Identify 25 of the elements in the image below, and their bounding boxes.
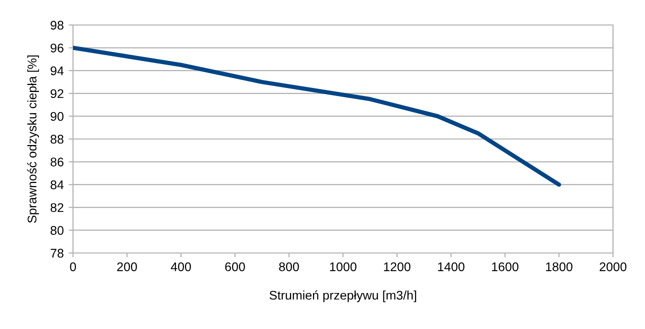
- y-tick-label: 82: [50, 203, 64, 212]
- y-tick-label: 88: [50, 134, 64, 144]
- y-tick-label: 94: [50, 66, 64, 76]
- x-tick-label: 600: [225, 262, 245, 272]
- y-tick-label: 84: [50, 180, 64, 190]
- x-tick-label: 200: [117, 262, 137, 272]
- y-tick-label: 86: [50, 158, 64, 166]
- y-tick-label: 90: [50, 112, 64, 121]
- y-axis-title: Sprawność odzysku ciepła [%]: [27, 55, 39, 223]
- y-tick-label: 92: [50, 89, 64, 98]
- x-tick-label: 2000: [600, 262, 626, 272]
- x-tick-label: 1800: [546, 262, 572, 272]
- x-tick-label: 1200: [384, 262, 410, 272]
- x-axis-title: Strumień przepływu [m3/h]: [270, 290, 416, 302]
- line-series: [73, 46, 562, 187]
- x-tick-label: 400: [170, 262, 191, 272]
- x-tick-label: 800: [279, 262, 299, 272]
- y-tick-label: 96: [50, 44, 64, 52]
- y-tick-label: 80: [50, 226, 64, 235]
- x-tick-label: 1400: [438, 262, 464, 272]
- x-tick-label: 0: [70, 262, 76, 272]
- x-tick-label: 1000: [330, 262, 356, 272]
- y-tick-label: 78: [50, 248, 64, 258]
- x-tick-label: 1600: [492, 262, 518, 272]
- y-tick-label: 98: [50, 20, 64, 30]
